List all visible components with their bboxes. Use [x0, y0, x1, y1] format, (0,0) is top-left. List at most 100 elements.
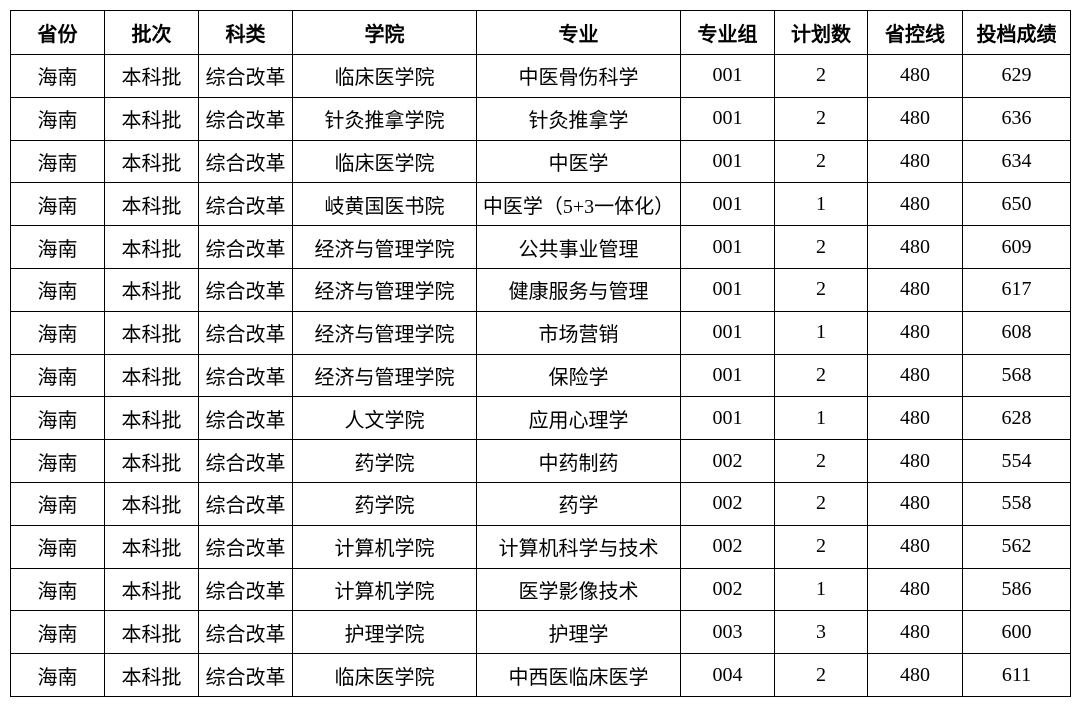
- cell-province: 海南: [10, 653, 105, 697]
- cell-admission-score: 634: [962, 139, 1071, 184]
- cell-admission-score: 568: [962, 353, 1071, 398]
- header-college: 学院: [292, 10, 477, 55]
- cell-control-line: 480: [867, 439, 963, 483]
- cell-batch: 本科批: [104, 653, 199, 697]
- cell-college: 护理学院: [292, 610, 477, 655]
- header-batch: 批次: [104, 10, 199, 55]
- cell-subject-type: 综合改革: [198, 225, 293, 269]
- header-province: 省份: [10, 10, 105, 55]
- cell-admission-score: 558: [962, 481, 1071, 526]
- cell-major-group: 001: [680, 182, 775, 227]
- cell-batch: 本科批: [104, 225, 199, 269]
- cell-major-group: 001: [680, 396, 775, 441]
- table-row: 海南 本科批 综合改革 临床医学院 中医骨伤科学 001 2 480 629: [10, 54, 1071, 98]
- cell-college: 经济与管理学院: [292, 353, 477, 398]
- cell-plan-count: 2: [774, 139, 868, 184]
- cell-subject-type: 综合改革: [198, 353, 293, 398]
- cell-province: 海南: [10, 524, 105, 569]
- cell-admission-score: 562: [962, 524, 1071, 569]
- table-row: 海南 本科批 综合改革 经济与管理学院 市场营销 001 1 480 608: [10, 310, 1071, 355]
- table-row: 海南 本科批 综合改革 药学院 中药制药 002 2 480 554: [10, 439, 1071, 483]
- cell-control-line: 480: [867, 54, 963, 98]
- table-row: 海南 本科批 综合改革 计算机学院 医学影像技术 002 1 480 586: [10, 567, 1071, 612]
- cell-admission-score: 586: [962, 567, 1071, 612]
- cell-control-line: 480: [867, 267, 963, 312]
- table-row: 海南 本科批 综合改革 经济与管理学院 健康服务与管理 001 2 480 617: [10, 267, 1071, 312]
- cell-major: 公共事业管理: [476, 225, 681, 269]
- cell-major-group: 002: [680, 439, 775, 483]
- cell-admission-score: 611: [962, 653, 1071, 697]
- cell-major: 中西医临床医学: [476, 653, 681, 697]
- cell-admission-score: 600: [962, 610, 1071, 655]
- cell-plan-count: 2: [774, 481, 868, 526]
- cell-province: 海南: [10, 310, 105, 355]
- cell-plan-count: 2: [774, 267, 868, 312]
- cell-batch: 本科批: [104, 481, 199, 526]
- cell-control-line: 480: [867, 481, 963, 526]
- cell-subject-type: 综合改革: [198, 310, 293, 355]
- table-row: 海南 本科批 综合改革 针灸推拿学院 针灸推拿学 001 2 480 636: [10, 96, 1071, 141]
- cell-college: 临床医学院: [292, 54, 477, 98]
- cell-batch: 本科批: [104, 139, 199, 184]
- cell-major: 中医骨伤科学: [476, 54, 681, 98]
- cell-major: 中药制药: [476, 439, 681, 483]
- table-row: 海南 本科批 综合改革 计算机学院 计算机科学与技术 002 2 480 562: [10, 524, 1071, 569]
- cell-college: 临床医学院: [292, 653, 477, 697]
- header-admission-score: 投档成绩: [962, 10, 1071, 55]
- cell-plan-count: 1: [774, 182, 868, 227]
- cell-subject-type: 综合改革: [198, 481, 293, 526]
- cell-major: 保险学: [476, 353, 681, 398]
- cell-college: 计算机学院: [292, 567, 477, 612]
- cell-plan-count: 2: [774, 524, 868, 569]
- cell-plan-count: 1: [774, 567, 868, 612]
- header-row: 省份 批次 科类 学院 专业 专业组 计划数 省控线 投档成绩: [10, 10, 1071, 55]
- cell-college: 人文学院: [292, 396, 477, 441]
- cell-admission-score: 628: [962, 396, 1071, 441]
- cell-college: 经济与管理学院: [292, 267, 477, 312]
- cell-major-group: 001: [680, 353, 775, 398]
- cell-admission-score: 629: [962, 54, 1071, 98]
- cell-batch: 本科批: [104, 567, 199, 612]
- cell-admission-score: 609: [962, 225, 1071, 269]
- cell-major-group: 003: [680, 610, 775, 655]
- admission-score-table: 省份 批次 科类 学院 专业 专业组 计划数 省控线 投档成绩 海南 本科批 综合改革 临床医学院 中医…: [10, 10, 1071, 697]
- cell-batch: 本科批: [104, 353, 199, 398]
- cell-major: 针灸推拿学: [476, 96, 681, 141]
- cell-college: 经济与管理学院: [292, 310, 477, 355]
- cell-control-line: 480: [867, 610, 963, 655]
- cell-plan-count: 1: [774, 310, 868, 355]
- cell-batch: 本科批: [104, 182, 199, 227]
- cell-plan-count: 1: [774, 396, 868, 441]
- cell-subject-type: 综合改革: [198, 396, 293, 441]
- cell-control-line: 480: [867, 139, 963, 184]
- header-plan-count: 计划数: [774, 10, 868, 55]
- table-row: 海南 本科批 综合改革 护理学院 护理学 003 3 480 600: [10, 610, 1071, 655]
- cell-major: 护理学: [476, 610, 681, 655]
- table-row: 海南 本科批 综合改革 临床医学院 中医学 001 2 480 634: [10, 139, 1071, 184]
- cell-major-group: 002: [680, 481, 775, 526]
- cell-admission-score: 608: [962, 310, 1071, 355]
- cell-batch: 本科批: [104, 439, 199, 483]
- table-row: 海南 本科批 综合改革 岐黄国医书院 中医学（5+3一体化） 001 1 480 650: [10, 182, 1071, 227]
- cell-province: 海南: [10, 54, 105, 98]
- cell-batch: 本科批: [104, 54, 199, 98]
- cell-major: 计算机科学与技术: [476, 524, 681, 569]
- cell-major: 药学: [476, 481, 681, 526]
- cell-major-group: 001: [680, 96, 775, 141]
- cell-control-line: 480: [867, 524, 963, 569]
- cell-subject-type: 综合改革: [198, 54, 293, 98]
- cell-subject-type: 综合改革: [198, 653, 293, 697]
- cell-admission-score: 554: [962, 439, 1071, 483]
- table-row: 海南 本科批 综合改革 人文学院 应用心理学 001 1 480 628: [10, 396, 1071, 441]
- cell-college: 计算机学院: [292, 524, 477, 569]
- cell-subject-type: 综合改革: [198, 139, 293, 184]
- cell-subject-type: 综合改革: [198, 182, 293, 227]
- cell-control-line: 480: [867, 182, 963, 227]
- cell-major: 中医学: [476, 139, 681, 184]
- cell-control-line: 480: [867, 96, 963, 141]
- cell-subject-type: 综合改革: [198, 524, 293, 569]
- cell-plan-count: 2: [774, 653, 868, 697]
- header-major-group: 专业组: [680, 10, 775, 55]
- cell-province: 海南: [10, 610, 105, 655]
- cell-province: 海南: [10, 139, 105, 184]
